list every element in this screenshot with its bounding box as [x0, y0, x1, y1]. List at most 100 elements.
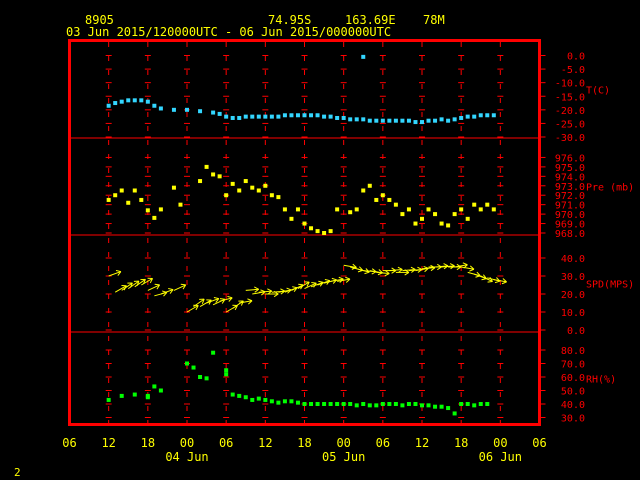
- y-tick-label: 70.0: [561, 360, 585, 371]
- humidity-point: [315, 402, 320, 406]
- panel-label: Pre (mb): [586, 183, 634, 194]
- wind-arrow-head: [234, 305, 238, 311]
- wind-arrow-shaft: [356, 268, 370, 273]
- pressure-point: [113, 193, 118, 198]
- wind-arrow: [219, 295, 233, 302]
- wind-arrow-shaft: [304, 282, 317, 290]
- wind-arrow-head: [169, 289, 174, 294]
- temperature-point: [465, 114, 470, 119]
- humidity-point: [276, 400, 281, 405]
- humidity-point: [269, 399, 274, 404]
- wind-arrow-shaft: [134, 278, 146, 288]
- wind-arrow-head: [371, 271, 377, 275]
- y-tick-label: -20.0: [555, 106, 585, 117]
- wind-arrow-shaft: [297, 281, 310, 290]
- pressure-point: [393, 202, 398, 207]
- temperature-point: [256, 114, 261, 119]
- wind-arrow-shaft: [441, 265, 455, 268]
- pressure-point: [145, 208, 150, 213]
- y-tick-label: -5.0: [561, 65, 585, 76]
- temperature-point: [119, 99, 124, 104]
- humidity-point: [433, 404, 438, 409]
- temperature-point: [335, 115, 340, 120]
- pressure-point: [315, 229, 320, 234]
- x-tick-label: 18: [454, 436, 468, 450]
- wind-arrow-shaft: [402, 268, 416, 272]
- pressure-point: [230, 181, 235, 186]
- humidity-point: [250, 397, 255, 402]
- longitude: 163.69E: [345, 13, 396, 27]
- pressure-point: [439, 221, 444, 226]
- wind-arrow-shaft: [461, 266, 475, 270]
- temperature-point: [426, 118, 431, 123]
- temperature-point: [485, 113, 490, 118]
- wind-arrow-shaft: [454, 264, 468, 268]
- temperature-point: [185, 107, 189, 112]
- wind-arrow-head: [352, 263, 357, 268]
- humidity-point: [198, 375, 203, 379]
- y-tick-label: -25.0: [555, 119, 585, 130]
- x-tick-label: 00: [336, 436, 350, 450]
- humidity-point: [282, 399, 287, 404]
- plot-frame: [68, 39, 541, 426]
- axis-labels: 06 12 18 00 06 12 18 00 06 12 18 00 06 04 Jun 05 Jun 06…: [62, 52, 634, 465]
- pressure-point: [256, 188, 261, 193]
- pressure-point: [152, 215, 157, 220]
- y-tick-label: 969.0: [555, 220, 585, 231]
- humidity-point: [348, 402, 353, 406]
- wind-arrow-head: [456, 263, 462, 268]
- wind-arrow-head: [115, 269, 121, 273]
- wind-arrow-head: [324, 278, 330, 282]
- humidity-point: [106, 397, 111, 402]
- pressure-point: [433, 212, 438, 217]
- wind-arrow: [297, 281, 310, 290]
- wind-arrow-head: [378, 269, 383, 274]
- elevation: 78M: [423, 13, 445, 27]
- x-date-label: 05 Jun: [322, 450, 365, 464]
- humidity-point: [295, 400, 300, 405]
- humidity-point: [132, 392, 137, 397]
- temperature-point: [348, 117, 353, 122]
- wind-arrow-head: [364, 271, 370, 275]
- temperature-point: [243, 114, 248, 119]
- pressure-point: [478, 207, 483, 212]
- pressure-point: [322, 231, 327, 235]
- wind-arrow-shaft: [127, 280, 140, 290]
- pressure-point: [289, 216, 294, 221]
- wind-arrow-head: [208, 299, 212, 305]
- pressure-point: [374, 197, 379, 202]
- y-tick-label: 973.0: [555, 182, 585, 193]
- pressure-point: [224, 193, 229, 198]
- x-tick-label: 18: [141, 436, 155, 450]
- humidity-point: [459, 402, 464, 406]
- temperature-point: [374, 118, 379, 123]
- humidity-point: [393, 402, 398, 406]
- wind-arrow-shaft: [147, 284, 160, 291]
- wind-arrow-head: [501, 281, 507, 285]
- y-tick-label: 976.0: [555, 153, 585, 164]
- time-range: 03 Jun 2015/120000UTC - 06 Jun 2015/0000…: [66, 25, 391, 39]
- x-tick-label: 12: [258, 436, 272, 450]
- pressure-point: [211, 172, 216, 177]
- wind-arrow-head: [117, 271, 122, 276]
- wind-arrow: [173, 283, 187, 291]
- temperature-point: [478, 113, 483, 118]
- wind-arrow: [206, 296, 220, 304]
- wind-arrow-head: [502, 278, 507, 283]
- wind-arrow-head: [456, 266, 462, 271]
- wind-arrow-shaft: [480, 275, 493, 282]
- wind-arrow: [337, 276, 351, 283]
- wind-arrow-shaft: [173, 284, 186, 291]
- humidity-point: [354, 403, 359, 408]
- humidity-point: [322, 402, 327, 406]
- wind-arrow-shaft: [108, 271, 122, 277]
- temperature-point: [106, 103, 111, 108]
- humidity-point: [387, 402, 392, 406]
- pressure-point: [106, 197, 111, 202]
- x-tick-label: 00: [493, 436, 507, 450]
- grid-layer: [105, 42, 546, 423]
- humidity-point: [413, 402, 418, 406]
- y-tick-label: 60.0: [561, 373, 585, 384]
- wind-arrow: [480, 275, 493, 283]
- x-tick-label: 18: [297, 436, 311, 450]
